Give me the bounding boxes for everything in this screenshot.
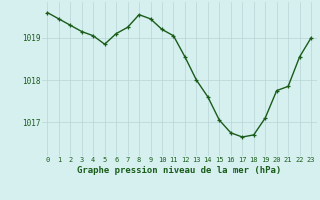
X-axis label: Graphe pression niveau de la mer (hPa): Graphe pression niveau de la mer (hPa) bbox=[77, 166, 281, 175]
